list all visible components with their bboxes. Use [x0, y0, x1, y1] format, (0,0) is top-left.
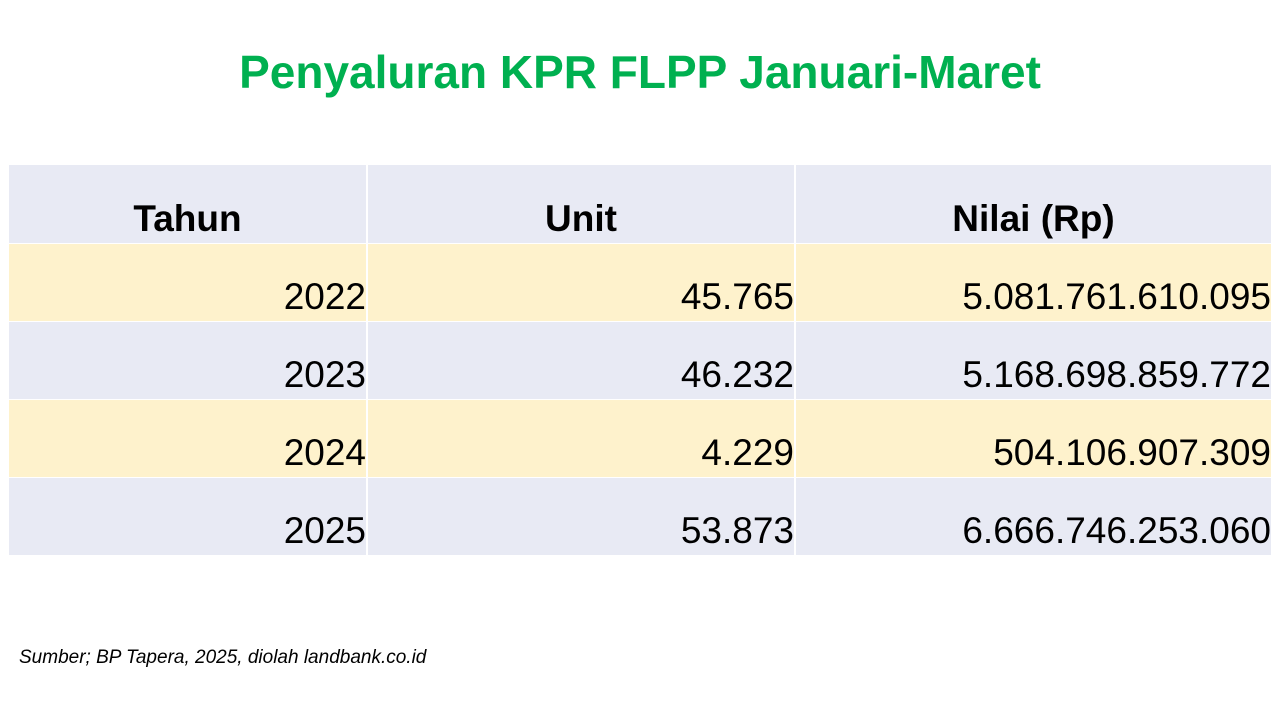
cell-year: 2025 — [283, 509, 366, 551]
table-row: 2024 4.229 504.106.907.309 — [9, 399, 1271, 477]
cell-value: 6.666.746.253.060 — [794, 477, 1271, 555]
source-note: Sumber; BP Tapera, 2025, diolah landbank… — [19, 647, 427, 668]
header-value: Nilai (Rp) — [794, 165, 1271, 243]
table-row: 2022 45.765 5.081.761.610.095 — [9, 243, 1271, 321]
cell-value: 504.106.907.309 — [794, 399, 1271, 477]
cell-year: 2022 — [283, 275, 366, 317]
cell-year: 2024 — [283, 431, 366, 473]
table-row: 2025 53.873 6.666.746.253.060 — [9, 477, 1271, 555]
table-row: 2023 46.232 5.168.698.859.772 — [9, 321, 1271, 399]
cell-value: 5.168.698.859.772 — [794, 321, 1271, 399]
table-header-row: Tahun Unit Nilai (Rp) — [9, 165, 1271, 243]
data-table: Tahun Unit Nilai (Rp) 2022 45.765 5.081.… — [9, 165, 1271, 556]
cell-year: 2023 — [283, 353, 366, 395]
header-year: Tahun — [133, 197, 242, 239]
page-title: Penyaluran KPR FLPP Januari-Maret — [239, 46, 1041, 98]
cell-unit: 46.232 — [366, 321, 795, 399]
cell-unit: 53.873 — [366, 477, 795, 555]
cell-value: 5.081.761.610.095 — [794, 243, 1271, 321]
header-unit: Unit — [366, 165, 795, 243]
cell-unit: 4.229 — [366, 399, 795, 477]
cell-unit: 45.765 — [366, 243, 795, 321]
